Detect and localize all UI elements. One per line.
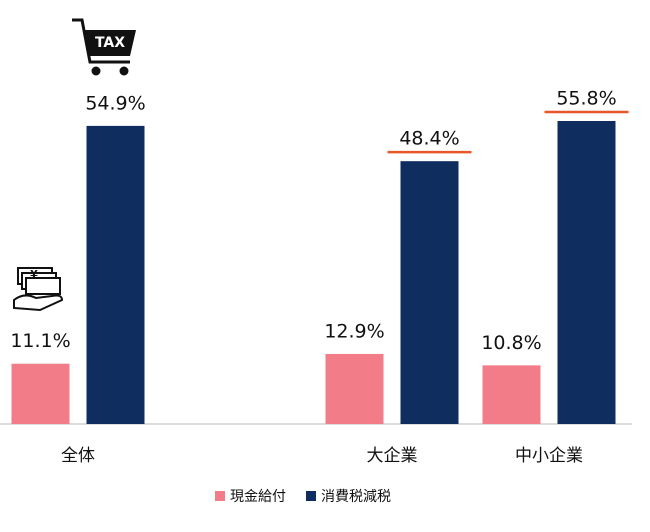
- bill: [25, 277, 61, 295]
- bar: [325, 353, 384, 424]
- legend-swatch: [215, 491, 225, 501]
- bar: [482, 365, 541, 424]
- cart-wheel: [119, 66, 129, 76]
- cart-wheel: [91, 66, 101, 76]
- bar: [557, 121, 616, 424]
- value-label: 48.4%: [399, 128, 459, 150]
- bar: [400, 161, 459, 424]
- bar: [11, 363, 70, 424]
- legend-swatch: [306, 491, 316, 501]
- value-label: 55.8%: [556, 88, 616, 110]
- value-label: 12.9%: [324, 320, 384, 342]
- x-tick-label: 大企業: [367, 446, 418, 466]
- value-label: 10.8%: [481, 332, 541, 354]
- tax-cart-icon: TAX: [72, 18, 136, 76]
- cash-icon-label: ¥: [30, 268, 38, 281]
- tax-icon-label: TAX: [95, 35, 125, 51]
- cash-icon: ¥: [13, 267, 64, 312]
- legend-label: 現金給付: [230, 489, 286, 505]
- bar: [86, 125, 145, 425]
- x-tick-label: 全体: [61, 446, 95, 466]
- cart-basket: [84, 30, 136, 56]
- cart-frame: [72, 18, 130, 64]
- legend-label: 消費税減税: [321, 488, 391, 505]
- hand: [13, 294, 64, 312]
- x-tick-label: 中小企業: [515, 446, 583, 466]
- value-label: 54.9%: [85, 92, 145, 114]
- value-label: 11.1%: [10, 330, 70, 352]
